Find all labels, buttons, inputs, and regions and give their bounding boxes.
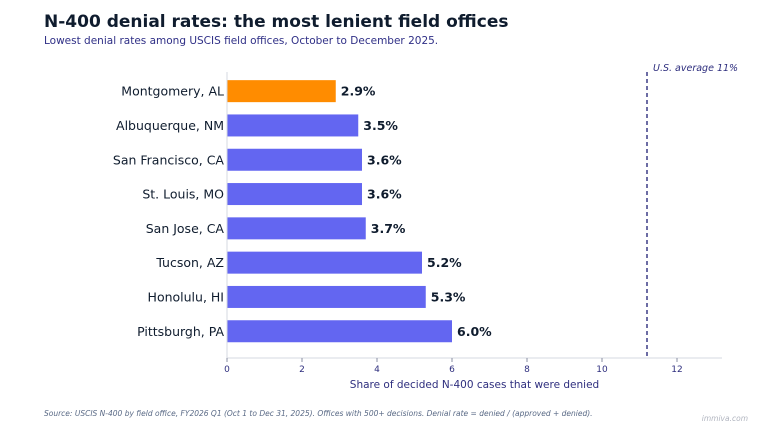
value-label: 3.5% bbox=[363, 118, 398, 133]
category-label: Montgomery, AL bbox=[121, 84, 224, 99]
category-label: Pittsburgh, PA bbox=[137, 324, 224, 339]
x-tick-label: 2 bbox=[299, 365, 305, 375]
bar bbox=[227, 320, 452, 343]
bar bbox=[227, 285, 426, 308]
category-label: Honolulu, HI bbox=[148, 289, 224, 304]
watermark: immiva.com bbox=[701, 414, 748, 423]
bar bbox=[227, 114, 359, 137]
bar bbox=[227, 251, 422, 274]
value-label: 3.6% bbox=[367, 152, 402, 167]
bars-layer: Montgomery, AL 2.9% Albuquerque, NM 3.5% San… bbox=[113, 80, 492, 343]
chart-title: N-400 denial rates: the most lenient fie… bbox=[44, 12, 509, 32]
x-tick-label: 12 bbox=[671, 365, 682, 375]
source-note: Source: USCIS N-400 by field office, FY2… bbox=[44, 409, 593, 418]
x-tick-label: 6 bbox=[449, 365, 455, 375]
bar bbox=[227, 148, 362, 171]
value-label: 2.9% bbox=[341, 84, 376, 99]
x-tick-label: 10 bbox=[596, 365, 608, 375]
category-label: Tucson, AZ bbox=[155, 255, 224, 270]
value-label: 3.6% bbox=[367, 187, 402, 202]
value-label: 5.3% bbox=[431, 289, 466, 304]
bar bbox=[227, 183, 362, 206]
x-tick-label: 4 bbox=[374, 365, 380, 375]
reference-line-group: U.S. average 11% bbox=[646, 63, 738, 358]
bar bbox=[227, 80, 336, 103]
x-axis: 0 2 4 6 8 10 12 Share of decided N-400 cases th… bbox=[224, 72, 722, 391]
category-label: Albuquerque, NM bbox=[116, 118, 224, 133]
category-label: San Francisco, CA bbox=[113, 152, 225, 167]
chart-subtitle: Lowest denial rates among USCIS field of… bbox=[44, 35, 439, 47]
x-tick-label: 0 bbox=[224, 365, 230, 375]
value-label: 3.7% bbox=[371, 221, 406, 236]
category-label: San Jose, CA bbox=[146, 221, 225, 236]
x-tick-label: 8 bbox=[524, 365, 530, 375]
reference-line-label: U.S. average 11% bbox=[653, 63, 738, 74]
category-label: St. Louis, MO bbox=[142, 187, 224, 202]
value-label: 6.0% bbox=[457, 324, 492, 339]
bar bbox=[227, 217, 366, 240]
x-axis-label: Share of decided N-400 cases that were d… bbox=[350, 379, 599, 391]
value-label: 5.2% bbox=[427, 255, 462, 270]
